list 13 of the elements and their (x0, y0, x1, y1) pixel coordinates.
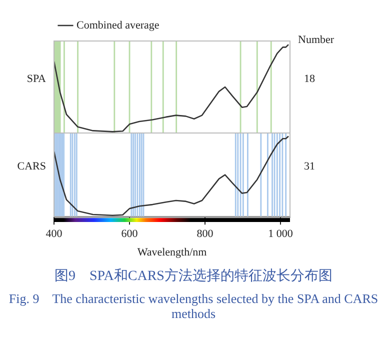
x-tick-label: 800 (196, 228, 214, 240)
text: 18 (304, 72, 316, 85)
x-tick-label: 600 (121, 228, 138, 240)
legend-label: Combined average (76, 19, 160, 32)
caption: 图9 SPA和CARS方法选择的特征波长分布图 (54, 269, 334, 284)
x-axis-title: Wavelength/nm (137, 246, 208, 258)
y-axis-title: CARS (17, 160, 46, 173)
y-axis-title: SPA (26, 72, 46, 85)
x-tick-label: 1 000 (268, 228, 294, 240)
caption: Fig. 9 The characteristic wavelengths selected by the SPA and CARS methods (8, 291, 380, 321)
x-tick-label: 400 (46, 228, 63, 240)
text: 31 (304, 160, 315, 173)
text: Number (298, 34, 334, 46)
